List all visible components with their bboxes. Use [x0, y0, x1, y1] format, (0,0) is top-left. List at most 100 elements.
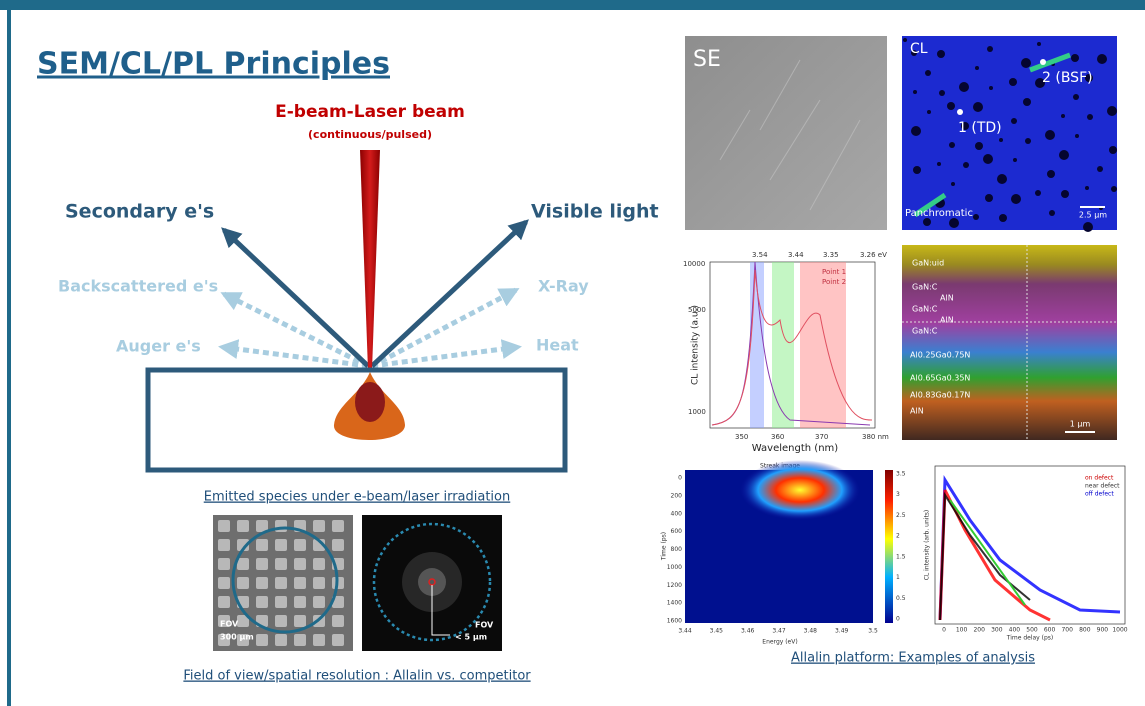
layer-label: GaN:C [912, 305, 938, 314]
texture [923, 218, 931, 226]
colorbar-tick-label: 2.5 [896, 512, 906, 519]
colorbar-tick-label: 1.5 [896, 553, 906, 560]
x-tick-label: 800 [1079, 627, 1091, 634]
texture [1045, 130, 1055, 140]
emission-label: Visible light [531, 201, 659, 223]
beam-sublabel: (continuous/pulsed) [308, 128, 432, 141]
texture [237, 539, 249, 551]
texture [237, 577, 249, 589]
texture [1061, 190, 1069, 198]
x-tick-label: 350 [735, 433, 748, 441]
texture [237, 558, 249, 570]
x-axis-label: Wavelength (nm) [752, 443, 838, 454]
texture [1087, 114, 1093, 120]
texture [973, 214, 979, 220]
texture [294, 577, 306, 589]
y-tick-label: 200 [671, 492, 683, 499]
texture [1085, 186, 1089, 190]
layer-label: AlN [940, 316, 954, 325]
texture [1037, 42, 1041, 46]
colorbar-tick-label: 2 [896, 533, 900, 540]
texture [218, 577, 230, 589]
texture [294, 615, 306, 627]
texture [294, 558, 306, 570]
se-label: SE [693, 47, 721, 72]
emission-label: Backscattered e's [58, 277, 218, 296]
x-axis-label: Energy (eV) [762, 639, 797, 646]
legend-entry: near defect [1085, 483, 1120, 490]
texture [913, 90, 917, 94]
cl-point: 2 (BSF) [1042, 70, 1093, 86]
texture [332, 634, 344, 646]
y-tick-label: 800 [671, 546, 683, 553]
x-tick-label: 500 [1026, 627, 1038, 634]
layer-label: Al0.83Ga0.17N [910, 391, 970, 400]
legend-entry: Point 2 [822, 278, 846, 286]
texture [275, 577, 287, 589]
x-tick-label: 380 nm [862, 433, 889, 441]
texture [949, 218, 959, 228]
colorbar-tick-label: 1 [896, 574, 900, 581]
texture [1009, 78, 1017, 86]
layers-image: GaN:uidGaN:CAlNGaN:CAlNGaN:CAl0.25Ga0.75… [902, 245, 1117, 440]
texture [951, 182, 955, 186]
texture [999, 138, 1003, 142]
texture [1059, 150, 1069, 160]
x-tick-label: 3.45 [710, 628, 724, 635]
layer-label: Al0.65Ga0.35N [910, 374, 970, 383]
caption: Field of view/spatial resolution : Allal… [183, 669, 531, 684]
texture [1097, 166, 1103, 172]
se-image: SE [685, 36, 887, 230]
beam-label: E-beam-Laser beam [275, 102, 465, 122]
fov-label: FOV [220, 620, 239, 629]
texture [313, 558, 325, 570]
texture [237, 520, 249, 532]
texture [913, 166, 921, 174]
y-tick-label: 1000 [688, 408, 706, 416]
y-tick-label: 400 [671, 510, 683, 517]
x-tick-label: 600 [1044, 627, 1056, 634]
texture [1109, 146, 1117, 154]
streak-plot: Streak image 3.443.453.463.473.483.493.5… [661, 460, 906, 646]
x-tick-label: 400 [1009, 627, 1021, 634]
texture [275, 634, 287, 646]
x-tick-label: 360 [771, 433, 784, 441]
texture [313, 634, 325, 646]
texture [1011, 118, 1017, 124]
texture [256, 558, 268, 570]
texture [911, 126, 921, 136]
y-tick-label: 600 [671, 528, 683, 535]
texture [218, 596, 230, 608]
texture [1013, 158, 1017, 162]
texture [275, 520, 287, 532]
texture [218, 520, 230, 532]
texture [218, 558, 230, 570]
fov-scale: 300 µm [220, 633, 254, 642]
texture [1049, 210, 1055, 216]
y-tick-label: 10000 [683, 260, 705, 268]
texture [218, 634, 230, 646]
x-tick-label: 100 [956, 627, 968, 634]
layer-label: GaN:C [912, 283, 938, 292]
texture [1035, 190, 1041, 196]
texture [218, 539, 230, 551]
texture [1097, 54, 1107, 64]
texture [1111, 186, 1117, 192]
texture [237, 615, 249, 627]
texture [963, 162, 969, 168]
texture [313, 520, 325, 532]
texture [911, 50, 917, 56]
spectrum-plot: 350 360 370 380 nm 3.54 3.44 3.35 3.26 e… [683, 251, 889, 454]
texture [999, 214, 1007, 222]
cl-scale: 2.5 µm [1079, 211, 1107, 220]
x-tick-label: 1000 [1112, 627, 1127, 634]
texture [332, 539, 344, 551]
texture [218, 615, 230, 627]
y-tick-label: 0 [678, 475, 682, 482]
y-tick-label: 1400 [667, 600, 682, 607]
texture [997, 174, 1007, 184]
texture [256, 520, 268, 532]
texture [294, 539, 306, 551]
texture [1083, 222, 1093, 232]
